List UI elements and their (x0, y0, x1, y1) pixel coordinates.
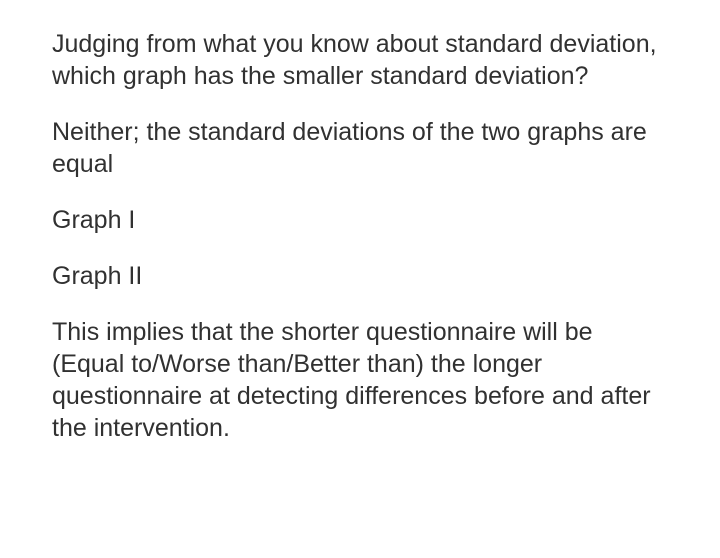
question-block: Judging from what you know about standar… (0, 0, 720, 472)
followup-text: This implies that the shorter questionna… (52, 316, 668, 444)
question-prompt: Judging from what you know about standar… (52, 28, 668, 92)
answer-option-0: Neither; the standard deviations of the … (52, 116, 668, 180)
answer-option-2: Graph II (52, 260, 668, 292)
answer-option-1: Graph I (52, 204, 668, 236)
